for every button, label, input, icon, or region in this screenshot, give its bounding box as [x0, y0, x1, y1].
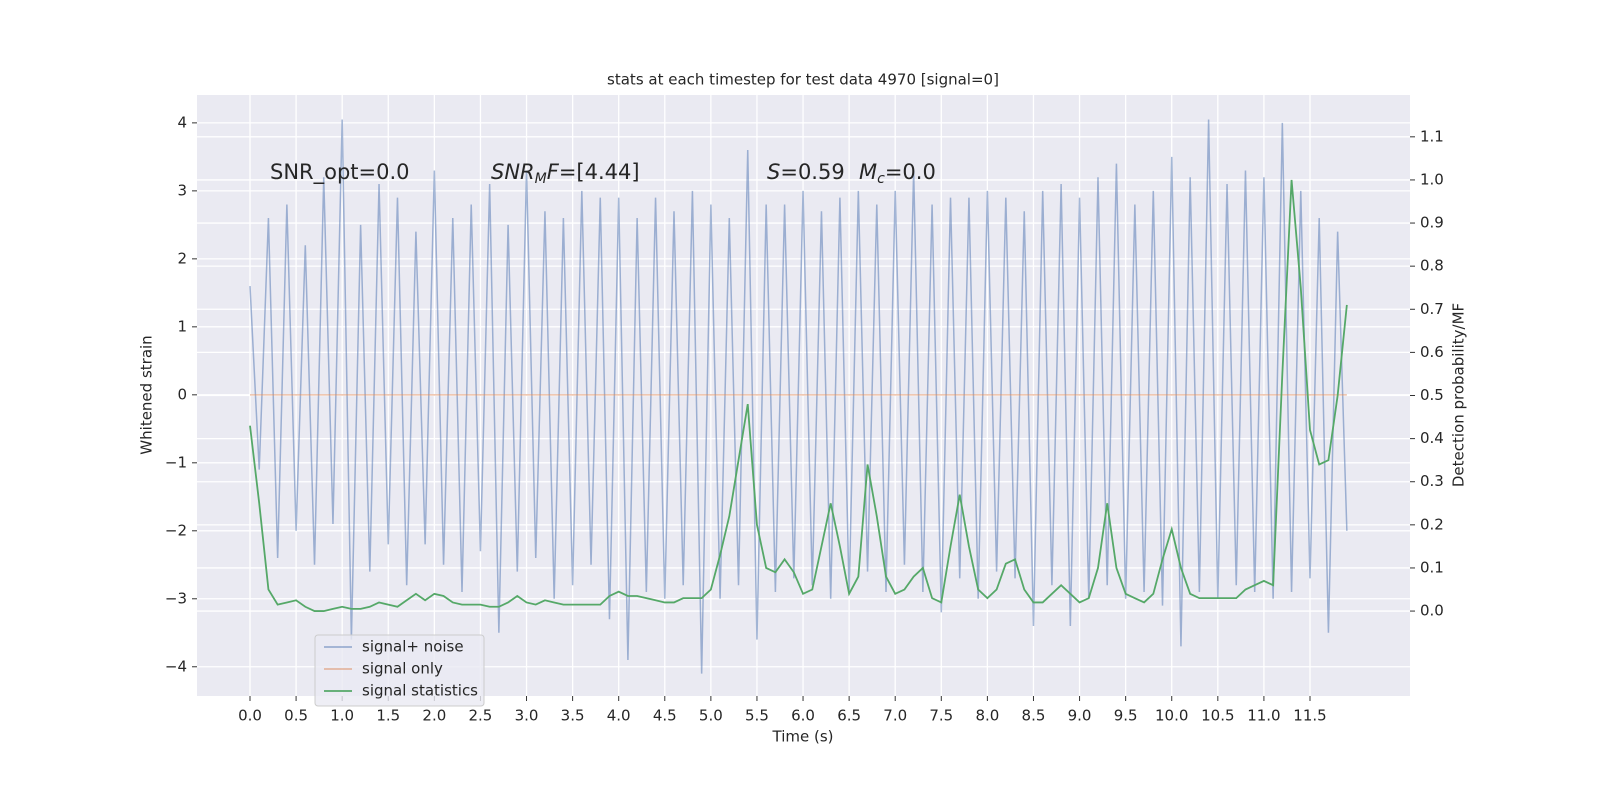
- x-tick-label: 4.0: [607, 707, 631, 725]
- y-axis-label: Whitened strain: [138, 335, 156, 454]
- annotation: SNR_opt=0.0: [270, 160, 410, 185]
- y-tick-label: 0: [177, 385, 187, 403]
- series-line: [249, 119, 1348, 674]
- x-tick-label: 4.5: [653, 707, 677, 725]
- labels: 0.0 0.5 1.0 1.5 2.0 2.5 3.0 3.5 4.0 4.5 5.0 5.5 6.0 6…: [165, 113, 1444, 724]
- annotation-part: SNR: [491, 160, 535, 184]
- y2-tick-label: 0.5: [1420, 386, 1444, 404]
- y2-tick-label: 0.4: [1420, 429, 1444, 447]
- x-tick-label: 5.0: [699, 707, 723, 725]
- annotation-part: SNR_opt=0.0: [270, 160, 410, 185]
- x-axis-label: Time (s): [772, 728, 834, 746]
- y-tick-label: 4: [177, 113, 187, 131]
- annotation: Mc=0.0: [859, 160, 936, 187]
- y-tick-label: 1: [177, 317, 187, 335]
- annotation-part: M: [535, 171, 547, 187]
- x-tick-label: 11.5: [1293, 707, 1326, 725]
- x-tick-label: 8.0: [975, 707, 999, 725]
- y2-tick-label: 0.1: [1420, 558, 1444, 576]
- x-tick-label: 6.0: [791, 707, 815, 725]
- x-tick-label: 1.5: [376, 707, 400, 725]
- annotation-part: =0.59: [780, 160, 844, 184]
- annotation-part: S: [767, 160, 780, 184]
- x-tick-label: 6.5: [837, 707, 861, 725]
- legend-label: signal statistics: [362, 682, 478, 700]
- y-tick-label: 2: [177, 249, 187, 267]
- legend: signal+ noise signal only signal statistic…: [314, 634, 485, 707]
- y-tick-label: −3: [165, 589, 187, 607]
- x-tick-label: 2.0: [422, 707, 446, 725]
- y2-tick-label: 0.6: [1420, 343, 1444, 361]
- y-tick-label: 3: [177, 181, 187, 199]
- y2-tick-label: 0.0: [1420, 602, 1444, 620]
- y-tick-label: −4: [165, 657, 187, 675]
- x-tick-label: 10.0: [1155, 707, 1188, 725]
- legend-label: signal+ noise: [362, 638, 464, 656]
- x-tick-label: 2.5: [469, 707, 493, 725]
- x-tick-label: 7.5: [929, 707, 953, 725]
- legend-label: signal only: [362, 660, 443, 678]
- annotation: S=0.59: [767, 160, 845, 184]
- x-tick-label: 8.5: [1022, 707, 1046, 725]
- x-tick-label: 7.0: [883, 707, 907, 725]
- legend-box: [314, 634, 485, 707]
- y-tick-label: −1: [165, 453, 187, 471]
- x-tick-label: 9.0: [1068, 707, 1092, 725]
- annotation-part: F: [547, 160, 560, 184]
- y2-tick-label: 0.7: [1420, 300, 1444, 318]
- annotation-part: c: [877, 171, 885, 187]
- x-tick-label: 11.0: [1247, 707, 1280, 725]
- annotation-part: =0.0: [885, 160, 936, 184]
- annotation: SNRMF=[4.44]: [491, 160, 640, 187]
- x-tick-label: 3.0: [515, 707, 539, 725]
- y-tick-label: −2: [165, 521, 187, 539]
- x-tick-label: 3.5: [561, 707, 585, 725]
- x-tick-label: 10.5: [1201, 707, 1234, 725]
- x-tick-label: 1.0: [330, 707, 354, 725]
- y2-tick-label: 0.3: [1420, 472, 1444, 490]
- annotation-part: =[4.44]: [559, 160, 640, 184]
- series-layer: [249, 119, 1348, 674]
- x-tick-label: 0.5: [284, 707, 308, 725]
- y2-tick-label: 0.9: [1420, 214, 1444, 232]
- y2-tick-label: 0.2: [1420, 515, 1444, 533]
- x-tick-label: 9.5: [1114, 707, 1138, 725]
- y2-tick-label: 0.8: [1420, 257, 1444, 275]
- x-tick-label: 0.0: [238, 707, 262, 725]
- chart-title: stats at each timestep for test data 497…: [607, 71, 999, 89]
- y2-tick-label: 1.0: [1420, 170, 1444, 188]
- x-tick-label: 5.5: [745, 707, 769, 725]
- y2-axis-label: Detection probability/MF: [1450, 303, 1468, 487]
- annotation-part: M: [859, 160, 877, 184]
- series-line: [249, 179, 1348, 612]
- y2-tick-label: 1.1: [1420, 127, 1444, 145]
